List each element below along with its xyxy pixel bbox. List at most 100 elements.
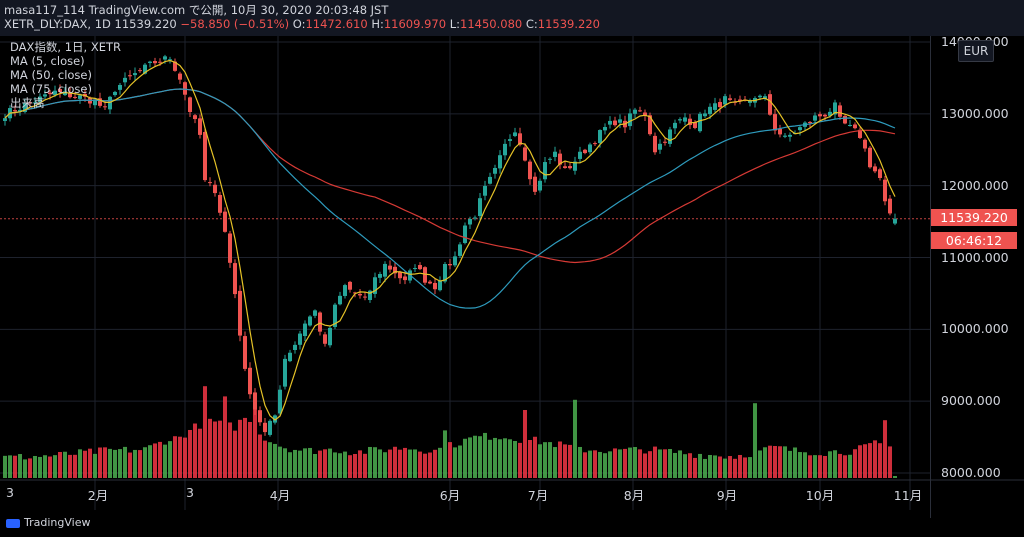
candle-body: [123, 77, 127, 83]
candle-body: [253, 392, 257, 410]
candle-body: [483, 185, 487, 196]
ma50-line: [4, 88, 896, 309]
volume-bar: [83, 450, 87, 478]
volume-bar: [493, 437, 497, 478]
currency-button[interactable]: EUR: [958, 40, 994, 62]
candle-body: [853, 124, 857, 129]
y-tick-label: 8000.000: [941, 465, 1001, 480]
volume-bar: [663, 449, 667, 478]
candle-body: [28, 102, 32, 104]
volume-bar: [538, 444, 542, 478]
volume-bar: [563, 444, 567, 478]
volume-bar: [703, 458, 707, 478]
volume-bar: [148, 445, 152, 478]
candle-body: [693, 122, 697, 128]
volume-bar: [258, 434, 262, 478]
candle-body: [43, 94, 47, 97]
volume-bar: [503, 438, 507, 478]
volume-bar: [128, 452, 132, 478]
volume-bar: [543, 442, 547, 478]
volume-bar: [208, 418, 212, 478]
volume-bar: [483, 432, 487, 478]
volume-bar: [588, 450, 592, 478]
volume-bar: [313, 454, 317, 478]
candle-body: [18, 109, 22, 112]
candle-body: [758, 95, 762, 98]
high-label: H:: [371, 17, 384, 31]
volume-bar: [463, 438, 467, 478]
candle-body: [373, 277, 377, 294]
candle-body: [53, 90, 57, 95]
volume-bar: [583, 452, 587, 478]
volume-bar: [233, 430, 237, 478]
volume-bar: [863, 444, 867, 478]
volume-bar: [183, 437, 187, 478]
candle-body: [118, 84, 122, 90]
x-tick-label: 4月: [269, 488, 291, 503]
volume-bar: [558, 441, 562, 478]
volume-bar: [38, 456, 42, 478]
candle-body: [813, 115, 817, 121]
candle-body: [838, 105, 842, 117]
candle-body: [358, 293, 362, 296]
candle-body: [868, 147, 872, 168]
symbol-label: XETR_DLY:DAX, 1D 11539.220: [4, 17, 177, 31]
candle-body: [3, 118, 7, 122]
candle-body: [728, 98, 732, 100]
candle-body: [443, 263, 447, 282]
volume-bar: [253, 399, 257, 478]
tradingview-logo[interactable]: TradingView: [6, 516, 90, 529]
volume-bar: [418, 451, 422, 478]
candle-body: [103, 106, 107, 108]
volume-bar: [618, 449, 622, 478]
candle-body: [298, 333, 302, 345]
volume-bar: [693, 457, 697, 478]
candle-body: [828, 111, 832, 116]
volume-bar: [498, 439, 502, 478]
candle-body: [303, 323, 307, 337]
candle-body: [718, 102, 722, 108]
candle-body: [523, 147, 527, 161]
volume-bar: [443, 430, 447, 478]
countdown-label: 06:46:12: [931, 232, 1017, 249]
candle-body: [308, 316, 312, 326]
volume-bar: [328, 448, 332, 478]
volume-bar: [578, 446, 582, 478]
candle-body: [108, 96, 112, 110]
volume-bar: [478, 436, 482, 478]
volume-bar: [768, 445, 772, 478]
volume-bar: [518, 442, 522, 478]
volume-bar: [843, 455, 847, 478]
candle-body: [458, 244, 462, 256]
candle-body: [233, 263, 237, 295]
volume-bar: [123, 446, 127, 478]
candle-body: [353, 292, 357, 294]
volume-bar: [533, 436, 537, 478]
candle-body: [578, 151, 582, 159]
candle-body: [348, 281, 352, 290]
candle-body: [473, 217, 477, 219]
header-bar: masa117_114 TradingView.com で公開, 10月 30,…: [0, 0, 1024, 36]
volume-bar: [408, 449, 412, 478]
candle-body: [323, 334, 327, 344]
volume-bar: [613, 448, 617, 478]
candle-body: [763, 96, 767, 99]
candle-body: [158, 61, 162, 63]
tradingview-label: TradingView: [24, 516, 91, 529]
candle-body: [798, 127, 802, 131]
indicator-legend: DAX指数, 1日, XETR MA (5, close) MA (50, cl…: [10, 40, 121, 110]
volume-bar: [643, 453, 647, 478]
volume-bar: [363, 453, 367, 478]
volume-bar: [278, 446, 282, 478]
candle-body: [648, 115, 652, 135]
volume-bar: [738, 454, 742, 478]
candle-body: [508, 139, 512, 141]
candle-body: [423, 267, 427, 283]
volume-bar: [143, 447, 147, 478]
x-tick-label: 10月: [805, 488, 835, 503]
high-value: 11609.970: [383, 17, 447, 31]
candle-body: [653, 135, 657, 153]
volume-bar: [113, 449, 117, 478]
candle-body: [418, 265, 422, 270]
price-chart[interactable]: [0, 36, 1024, 518]
